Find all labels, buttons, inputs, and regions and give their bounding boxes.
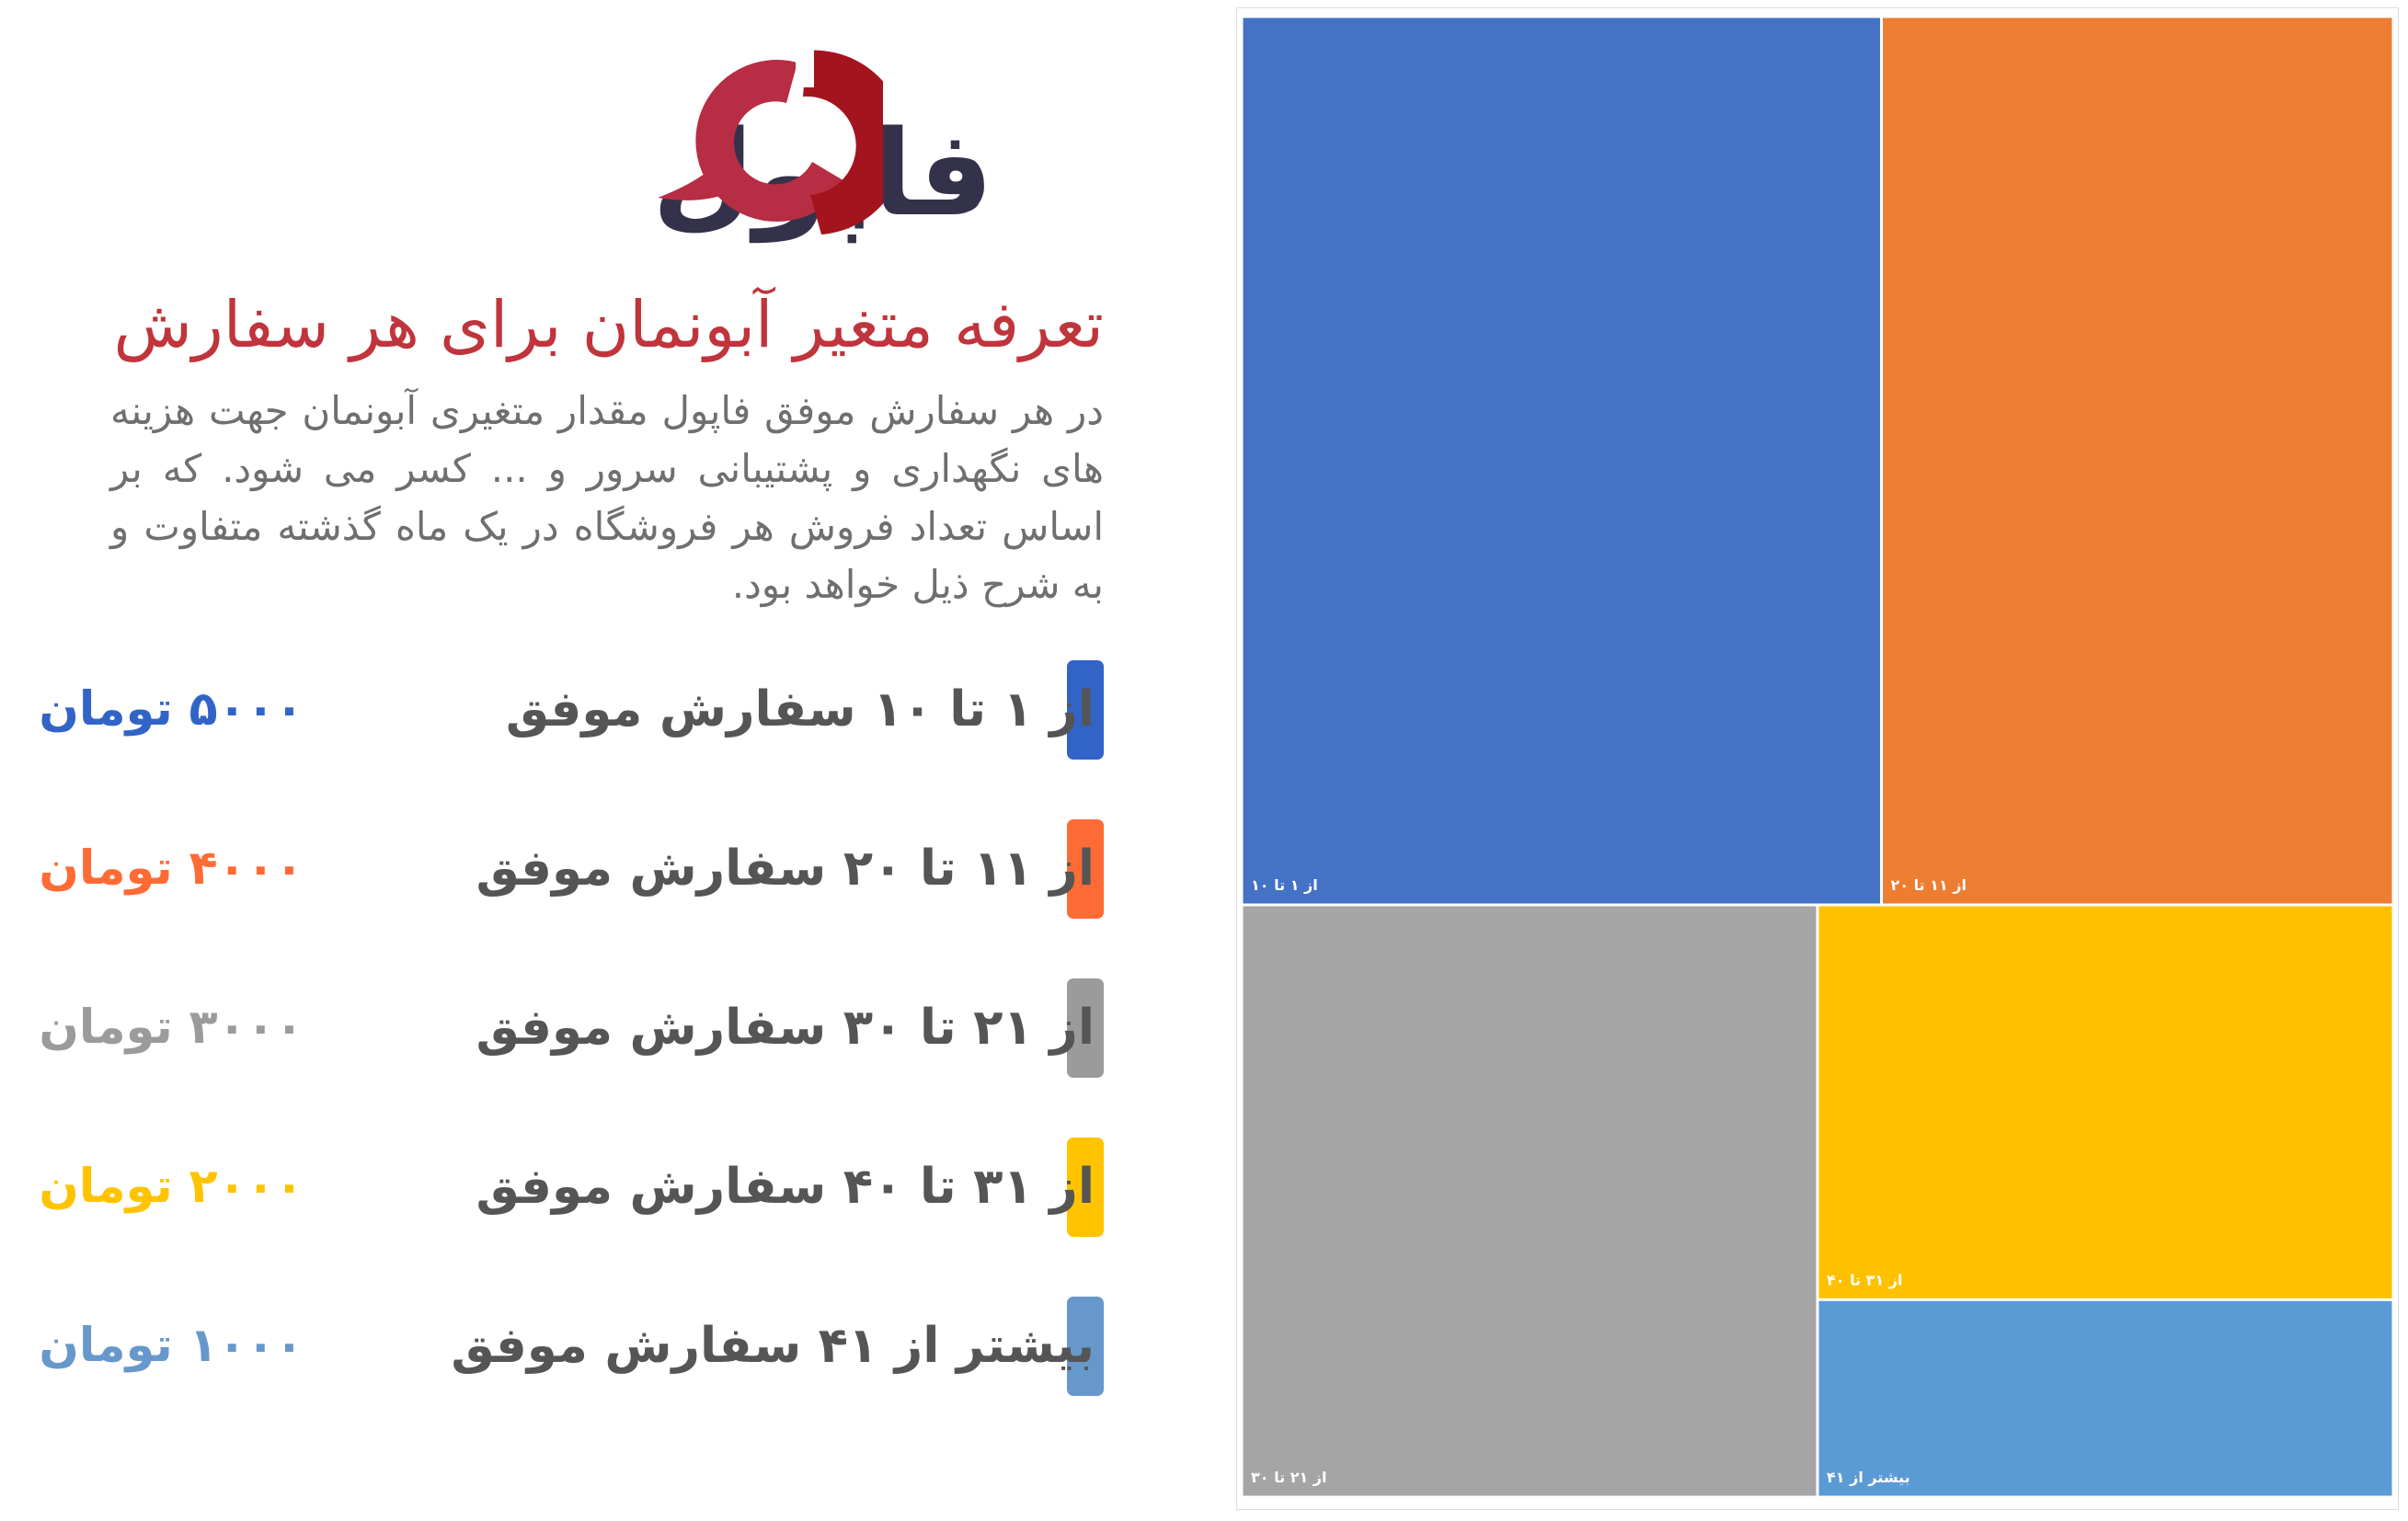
tier-label: از ۱۱ تا ۲۰ سفارش موفق	[476, 841, 1095, 897]
logo-ring-notch	[796, 46, 814, 87]
treemap-cell-label: بیشتر از ۴۱	[1827, 1469, 1910, 1486]
logo-ring-tail	[658, 164, 745, 200]
tier-row: از ۲۱ تا ۳۰ سفارش موفق ۳۰۰۰ تومان	[39, 977, 1113, 1080]
tier-label: از ۲۱ تا ۳۰ سفارش موفق	[476, 1000, 1095, 1056]
tier-price: ۵۰۰۰ تومان	[39, 682, 304, 737]
tier-price: ۱۰۰۰ تومان	[39, 1319, 304, 1373]
tier-swatch	[1067, 660, 1104, 760]
tier-swatch	[1067, 819, 1104, 919]
tier-swatch	[1067, 1297, 1104, 1396]
tier-label: از ۱ تا ۱۰ سفارش موفق	[505, 681, 1095, 738]
tier-price: ۲۰۰۰ تومان	[39, 1160, 304, 1214]
treemap-cell-label: از ۱ تا ۱۰	[1251, 876, 1318, 894]
treemap-cell-label: از ۱۱ تا ۲۰	[1891, 876, 1967, 894]
page-title: تعرفه متغیر آبونمان برای هر سفارش	[113, 287, 1104, 362]
tier-row: از ۱ تا ۱۰ سفارش موفق ۵۰۰۰ تومان	[39, 658, 1113, 761]
treemap-chart: از ۱ تا ۱۰ از ۱۱ تا ۲۰ از ۲۱ تا ۳۰ از ۳۱ تا…	[1243, 17, 2392, 1496]
treemap-cell	[1243, 906, 1817, 1496]
tier-row: از ۱۱ تا ۲۰ سفارش موفق ۴۰۰۰ تومان	[39, 818, 1113, 921]
treemap-cell	[1883, 17, 2392, 904]
treemap-cell	[1818, 1300, 2392, 1496]
tier-row: از ۳۱ تا ۴۰ سفارش موفق ۲۰۰۰ تومان	[39, 1136, 1113, 1239]
tier-swatch	[1067, 978, 1104, 1078]
tier-label: بیشتر از ۴۱ سفارش موفق	[451, 1318, 1095, 1374]
treemap-cell	[1818, 906, 2392, 1298]
treemap-cell	[1243, 17, 1881, 904]
treemap-cell-label: از ۳۱ تا ۴۰	[1827, 1271, 1902, 1288]
chart-frame	[1236, 7, 2399, 1510]
tier-price: ۴۰۰۰ تومان	[39, 841, 304, 896]
tier-price: ۳۰۰۰ تومان	[39, 1001, 304, 1055]
logo-ring-accent	[803, 50, 883, 234]
tier-label: از ۳۱ تا ۴۰ سفارش موفق	[476, 1159, 1095, 1215]
tier-swatch	[1067, 1138, 1104, 1237]
logo-ring-icon	[658, 46, 883, 234]
treemap-cell-label: از ۲۱ تا ۳۰	[1251, 1469, 1326, 1486]
description-text: در هر سفارش موفق فاپول مقدار متغیری آبون…	[110, 388, 1104, 607]
tier-row: بیشتر از ۴۱ سفارش موفق ۱۰۰۰ تومان	[39, 1295, 1113, 1398]
